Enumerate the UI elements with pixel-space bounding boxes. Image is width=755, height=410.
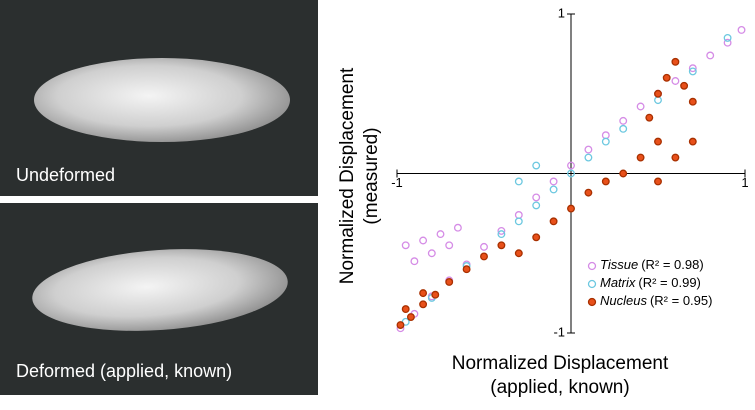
point (671, 57, 680, 66)
point (514, 177, 523, 186)
point (436, 230, 445, 239)
point (601, 177, 610, 186)
point (688, 67, 697, 76)
point (619, 124, 628, 133)
series (396, 57, 697, 329)
point (584, 145, 593, 154)
point (636, 102, 645, 111)
x-axis-label: (applied, known) (490, 377, 629, 398)
y-axis-label: (measured) (361, 127, 382, 224)
point (567, 169, 575, 178)
point (480, 242, 488, 251)
point (419, 289, 428, 298)
point (497, 226, 506, 235)
point (601, 131, 610, 140)
series (401, 33, 732, 326)
point (514, 249, 523, 258)
series (396, 26, 746, 333)
point (401, 305, 410, 314)
point (567, 204, 575, 213)
point (549, 217, 558, 226)
point (497, 241, 506, 250)
point (401, 241, 410, 250)
point (410, 257, 419, 266)
point (680, 81, 689, 90)
legend-r2: (R² = 0.99) (638, 275, 701, 290)
point (445, 241, 454, 250)
legend-r2: (R² = 0.95) (650, 293, 713, 308)
legend-name: Matrix (600, 275, 636, 290)
point (406, 313, 415, 321)
point (706, 51, 715, 60)
legend-marker (587, 297, 597, 307)
point (654, 177, 662, 186)
x-tick-label: -1 (391, 175, 403, 190)
panel-label: Undeformed (16, 165, 115, 185)
y-tick-label: -1 (553, 324, 565, 339)
point (688, 137, 697, 146)
x-axis-label: Normalized Displacement (452, 353, 669, 374)
point (419, 300, 428, 309)
legend-marker (587, 279, 597, 289)
point (654, 89, 662, 98)
point (549, 185, 558, 194)
point (662, 73, 671, 82)
point (654, 96, 662, 105)
point (737, 26, 746, 34)
legend-r2: (R² = 0.98) (641, 257, 704, 272)
point (645, 113, 654, 122)
point (619, 169, 628, 178)
y-tick-label: 1 (558, 5, 565, 20)
point (532, 161, 541, 170)
point (688, 97, 697, 106)
point (427, 249, 436, 258)
point (453, 223, 462, 232)
legend-label: Tissue (R² = 0.98) (600, 257, 704, 272)
point (396, 321, 405, 329)
point (601, 137, 610, 146)
point (419, 236, 428, 245)
panel-undeformed: Undeformed (0, 0, 318, 196)
point (567, 161, 575, 170)
point (514, 217, 523, 226)
legend-label: Matrix (R² = 0.99) (600, 275, 701, 290)
point (445, 278, 454, 286)
point (431, 290, 440, 299)
point (514, 211, 523, 219)
point (532, 193, 541, 202)
scatter-plot: -1 1 -1 1 Normalized Displacement (applied, k… (337, 5, 749, 398)
point (480, 252, 488, 261)
point (549, 177, 558, 186)
point (584, 188, 593, 197)
point (497, 230, 506, 239)
point (462, 265, 471, 274)
cell-image (34, 58, 290, 142)
legend-marker (587, 261, 597, 271)
y-axis-label: Normalized Displacement (337, 67, 358, 284)
point (584, 153, 593, 162)
point (723, 33, 732, 42)
point (671, 153, 680, 162)
legend-name: Tissue (600, 257, 638, 272)
x-tick-label: 1 (741, 175, 748, 190)
point (532, 233, 541, 242)
legend-name: Nucleus (600, 293, 647, 308)
panel-label: Deformed (applied, known) (16, 361, 232, 381)
point (532, 201, 541, 210)
point (636, 153, 645, 162)
panel-deformed: Deformed (applied, known) (0, 203, 318, 395)
legend-label: Nucleus (R² = 0.95) (600, 293, 712, 308)
point (654, 137, 662, 146)
point (671, 77, 680, 85)
point (619, 116, 628, 125)
cell-image (32, 249, 288, 331)
point (723, 38, 732, 47)
point (688, 64, 697, 73)
